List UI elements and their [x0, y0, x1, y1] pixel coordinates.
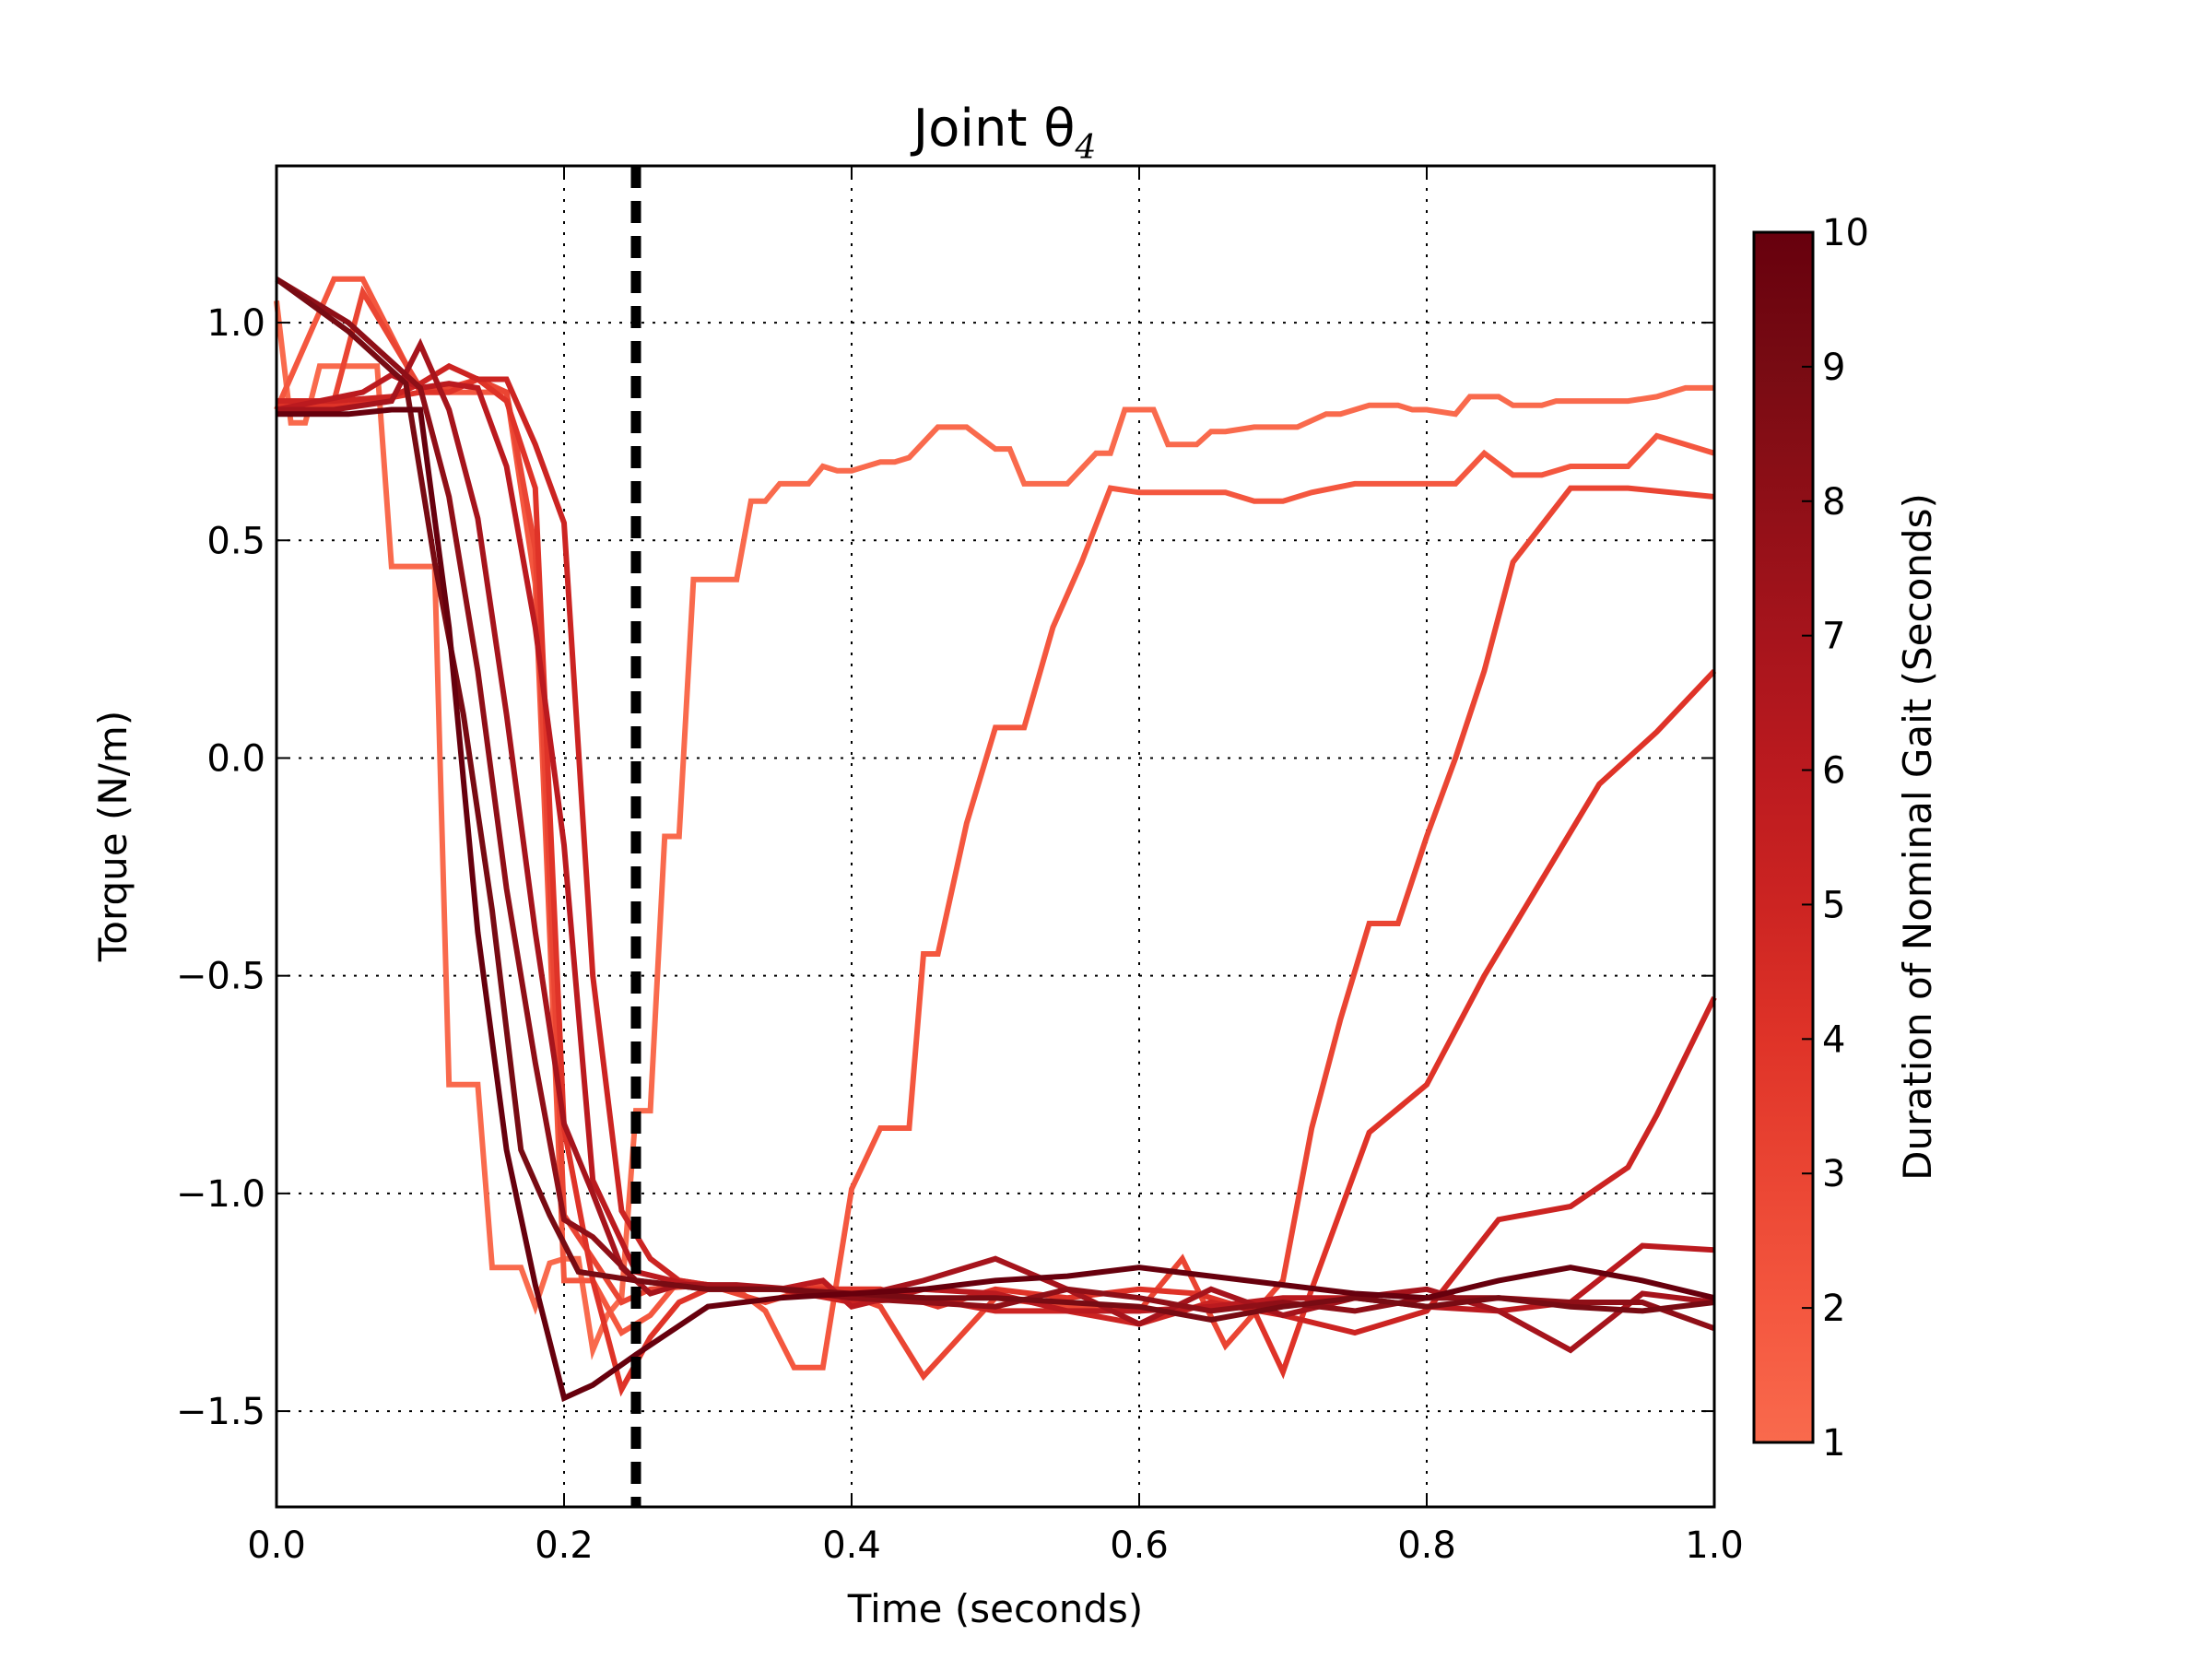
- y-axis-label: Torque (N/m): [90, 711, 135, 962]
- x-tick-label-1: 0.2: [535, 1524, 594, 1567]
- colorbar-ticks: 1 2 3 4 5 6 7 8 9 10: [1802, 212, 1869, 1465]
- colorbar-tick-label-5: 6: [1822, 750, 1845, 793]
- plot-area-frame: [275, 164, 1716, 1509]
- x-axis: 0.0 0.2 0.4 0.6 0.8 1.0: [247, 166, 1744, 1567]
- series-line-4: [276, 376, 1717, 1397]
- y-tick-label-2: 0.0: [206, 737, 265, 780]
- y-tick-label-5: −1.5: [176, 1391, 265, 1433]
- colorbar-label: Duration of Nominal Gait (Seconds): [1895, 493, 1940, 1181]
- colorbar-tick-label-6: 7: [1822, 616, 1845, 658]
- x-axis-label: Time (seconds): [847, 1586, 1144, 1631]
- colorbar-tick-label-0: 1: [1822, 1422, 1845, 1465]
- series-lines: [274, 276, 1717, 1403]
- series-line-2: [274, 276, 1715, 1371]
- series-line-3: [276, 285, 1715, 1382]
- y-tick-label-3: −0.5: [176, 956, 265, 998]
- colorbar-tick-label-2: 3: [1822, 1153, 1845, 1195]
- y-axis: 1.0 0.5 0.0 −0.5 −1.0 −1.5: [176, 302, 1714, 1433]
- colorbar-tick-label-8: 9: [1822, 347, 1845, 389]
- y-tick-label-1: 0.5: [206, 520, 265, 562]
- x-tick-label-5: 1.0: [1685, 1524, 1744, 1567]
- colorbar: [1752, 230, 1815, 1444]
- y-tick-label-4: −1.0: [176, 1173, 265, 1216]
- chart-title: Joint θ4: [911, 99, 1097, 167]
- colorbar-tick-label-9: 10: [1822, 212, 1869, 254]
- colorbar-tick-label-1: 2: [1822, 1288, 1845, 1330]
- chart-title-subscript: 4: [1074, 129, 1096, 167]
- colorbar-tick-label-3: 4: [1822, 1018, 1845, 1061]
- x-tick-label-3: 0.6: [1110, 1524, 1169, 1567]
- x-tick-label-4: 0.8: [1397, 1524, 1456, 1567]
- x-tick-label-0: 0.0: [247, 1524, 306, 1567]
- series-line-10: [276, 406, 1715, 1403]
- series-line-1: [274, 300, 1714, 1360]
- colorbar-tick-label-4: 5: [1822, 884, 1845, 926]
- y-tick-label-0: 1.0: [206, 302, 265, 345]
- x-tick-label-2: 0.4: [822, 1524, 881, 1567]
- colorbar-tick-label-7: 8: [1822, 481, 1845, 524]
- grid: [276, 166, 1714, 1507]
- chart-title-text: Joint θ: [911, 99, 1076, 159]
